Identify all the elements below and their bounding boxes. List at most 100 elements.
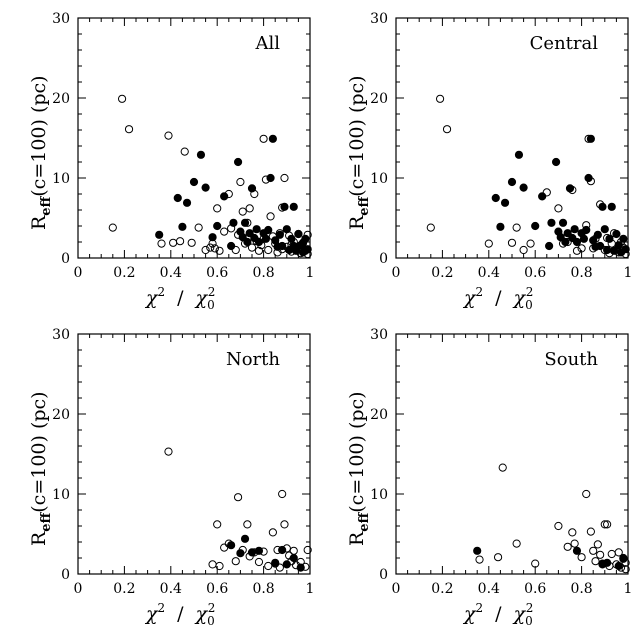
open-data-point xyxy=(169,238,178,247)
x-tick-label: 1 xyxy=(624,265,633,281)
filled-data-point xyxy=(598,202,607,211)
x-tick-label: 0 xyxy=(74,265,83,281)
open-data-point xyxy=(245,204,254,213)
filled-data-point xyxy=(243,237,252,247)
filled-data-point xyxy=(491,193,500,203)
open-data-point xyxy=(621,565,630,574)
open-data-point xyxy=(157,239,166,248)
open-data-point xyxy=(243,520,252,529)
filled-data-point xyxy=(619,234,628,243)
x-label-chi: χ xyxy=(462,287,477,309)
filled-data-point xyxy=(178,222,187,231)
x-label-chi: χ xyxy=(462,603,477,625)
filled-data-point xyxy=(607,202,616,211)
x-tick-label: 0 xyxy=(74,581,83,597)
x-tick-label: 0.2 xyxy=(113,265,135,281)
filled-data-point xyxy=(289,241,298,251)
filled-data-point xyxy=(227,241,236,251)
x-tick-label: 0.2 xyxy=(431,265,453,281)
open-data-point xyxy=(254,246,264,255)
open-data-point xyxy=(210,244,219,253)
filled-data-point xyxy=(229,218,238,227)
open-data-point xyxy=(519,245,528,255)
x-label-slash: / xyxy=(177,603,184,625)
filled-data-point xyxy=(572,237,582,247)
filled-data-point xyxy=(603,558,612,567)
open-data-point xyxy=(498,463,507,472)
open-data-point xyxy=(233,493,243,502)
x-tick-label: 1 xyxy=(624,581,633,597)
filled-data-point xyxy=(247,184,257,193)
open-data-point xyxy=(236,177,245,187)
x-axis-label: χ2/χ02 xyxy=(144,601,215,628)
open-data-point xyxy=(164,131,173,140)
filled-data-point xyxy=(547,218,556,227)
open-data-point xyxy=(280,520,289,529)
x-label-sub: 0 xyxy=(525,298,533,312)
y-tick-label: 0 xyxy=(379,251,388,267)
open-data-point xyxy=(220,227,229,236)
open-data-point xyxy=(303,545,312,555)
filled-data-point xyxy=(496,222,505,231)
open-point-series xyxy=(475,463,630,574)
filled-data-point xyxy=(572,546,582,555)
x-tick-label: 0.8 xyxy=(570,265,592,281)
filled-data-point xyxy=(289,553,298,563)
x-label-sup: 2 xyxy=(158,601,166,615)
plot-frame xyxy=(77,333,311,575)
x-label-slash: / xyxy=(177,287,184,309)
x-label-chi0: χ xyxy=(512,287,527,309)
open-data-point xyxy=(194,223,203,232)
open-data-point xyxy=(554,521,563,531)
open-data-point xyxy=(254,557,264,567)
filled-data-point xyxy=(563,229,572,238)
filled-data-point xyxy=(278,545,287,555)
plot-frame xyxy=(395,333,629,575)
x-label-sup: 2 xyxy=(158,285,166,299)
x-tick-label: 0.8 xyxy=(570,581,592,597)
panel-central: 0 0.2 0.4 0.6 0.8 10102030Centralχ2/χ02Reff(c… xyxy=(346,11,632,312)
open-data-point xyxy=(593,540,602,549)
filled-data-point xyxy=(556,233,565,242)
x-label-chi0: χ xyxy=(194,287,209,309)
open-data-point xyxy=(435,94,445,103)
x-tick-label: 0.8 xyxy=(252,581,274,597)
open-data-point xyxy=(278,489,287,499)
filled-data-point xyxy=(551,157,561,167)
filled-data-point xyxy=(282,560,291,569)
x-tick-label: 0.6 xyxy=(206,265,228,281)
filled-data-point xyxy=(196,150,206,159)
x-tick-label: 1 xyxy=(306,581,315,597)
filled-point-series xyxy=(473,546,628,571)
open-data-point xyxy=(512,223,521,232)
x-tick-label: 0.8 xyxy=(252,265,274,281)
open-data-point xyxy=(507,238,517,247)
filled-data-point xyxy=(600,225,609,234)
x-tick-label: 0.2 xyxy=(113,581,135,597)
open-data-point xyxy=(231,557,240,566)
open-data-point xyxy=(426,223,435,232)
filled-data-point xyxy=(303,245,312,254)
open-data-point xyxy=(275,563,284,572)
filled-data-point xyxy=(519,183,528,192)
open-data-point xyxy=(577,553,586,562)
filled-data-point xyxy=(189,177,199,187)
y-tick-label: 20 xyxy=(370,91,388,107)
open-data-point xyxy=(213,520,222,529)
filled-data-point xyxy=(558,218,568,227)
open-data-point xyxy=(180,147,189,156)
y-label-rest: (c=100) (pc) xyxy=(346,75,368,196)
y-tick-label: 0 xyxy=(379,567,388,583)
y-label-r: R xyxy=(28,531,50,546)
y-axis-label: Reff(c=100) (pc) xyxy=(346,75,372,230)
filled-data-point xyxy=(614,241,623,250)
filled-data-point xyxy=(473,546,482,555)
open-data-point xyxy=(526,239,535,248)
open-data-point xyxy=(213,204,222,213)
open-data-point xyxy=(289,546,298,555)
filled-data-point xyxy=(282,225,291,234)
open-data-point xyxy=(614,548,623,557)
y-tick-label: 10 xyxy=(370,171,388,187)
filled-data-point xyxy=(531,221,540,231)
filled-data-point xyxy=(287,234,296,243)
